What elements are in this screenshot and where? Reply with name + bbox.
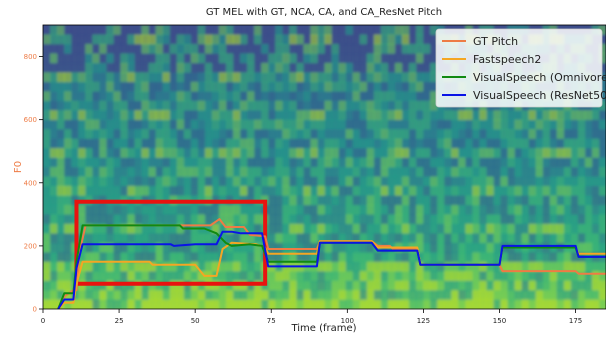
plot-frame xyxy=(42,24,606,310)
legend-frame xyxy=(435,28,603,108)
spectrogram-texture xyxy=(43,25,606,309)
legend-label: VisualSpeech (Omnivore) xyxy=(473,71,606,84)
legend-label: VisualSpeech (ResNet50) xyxy=(473,89,606,102)
legend: GT Pitch Fastspeech2 VisualSpeech (Omnivor… xyxy=(435,28,606,108)
legend-label: GT Pitch xyxy=(473,35,518,48)
x-tick-label: 175 xyxy=(569,317,582,325)
x-tick-label: 100 xyxy=(341,317,354,325)
x-tick-label: 125 xyxy=(417,317,430,325)
y-tick-label: 200 xyxy=(24,242,37,250)
x-tick-label: 150 xyxy=(493,317,506,325)
x-axis-label: Time (frame) xyxy=(290,323,356,334)
x-tick-label: 0 xyxy=(41,317,45,325)
chart-title: GT MEL with GT, NCA, CA, and CA_ResNet P… xyxy=(206,7,442,18)
x-tick-label: 25 xyxy=(115,317,124,325)
y-tick-label: 800 xyxy=(24,53,37,61)
y-tick-label: 600 xyxy=(24,116,37,124)
legend-label: Fastspeech2 xyxy=(473,53,541,66)
y-axis-label: F0 xyxy=(13,161,24,173)
highlight-box xyxy=(74,199,268,286)
y-tick-label: 400 xyxy=(24,179,37,187)
x-tick-label: 75 xyxy=(267,317,276,325)
x-tick-label: 50 xyxy=(191,317,200,325)
y-tick-label: 0 xyxy=(33,306,37,314)
series-line-4 xyxy=(57,230,606,309)
